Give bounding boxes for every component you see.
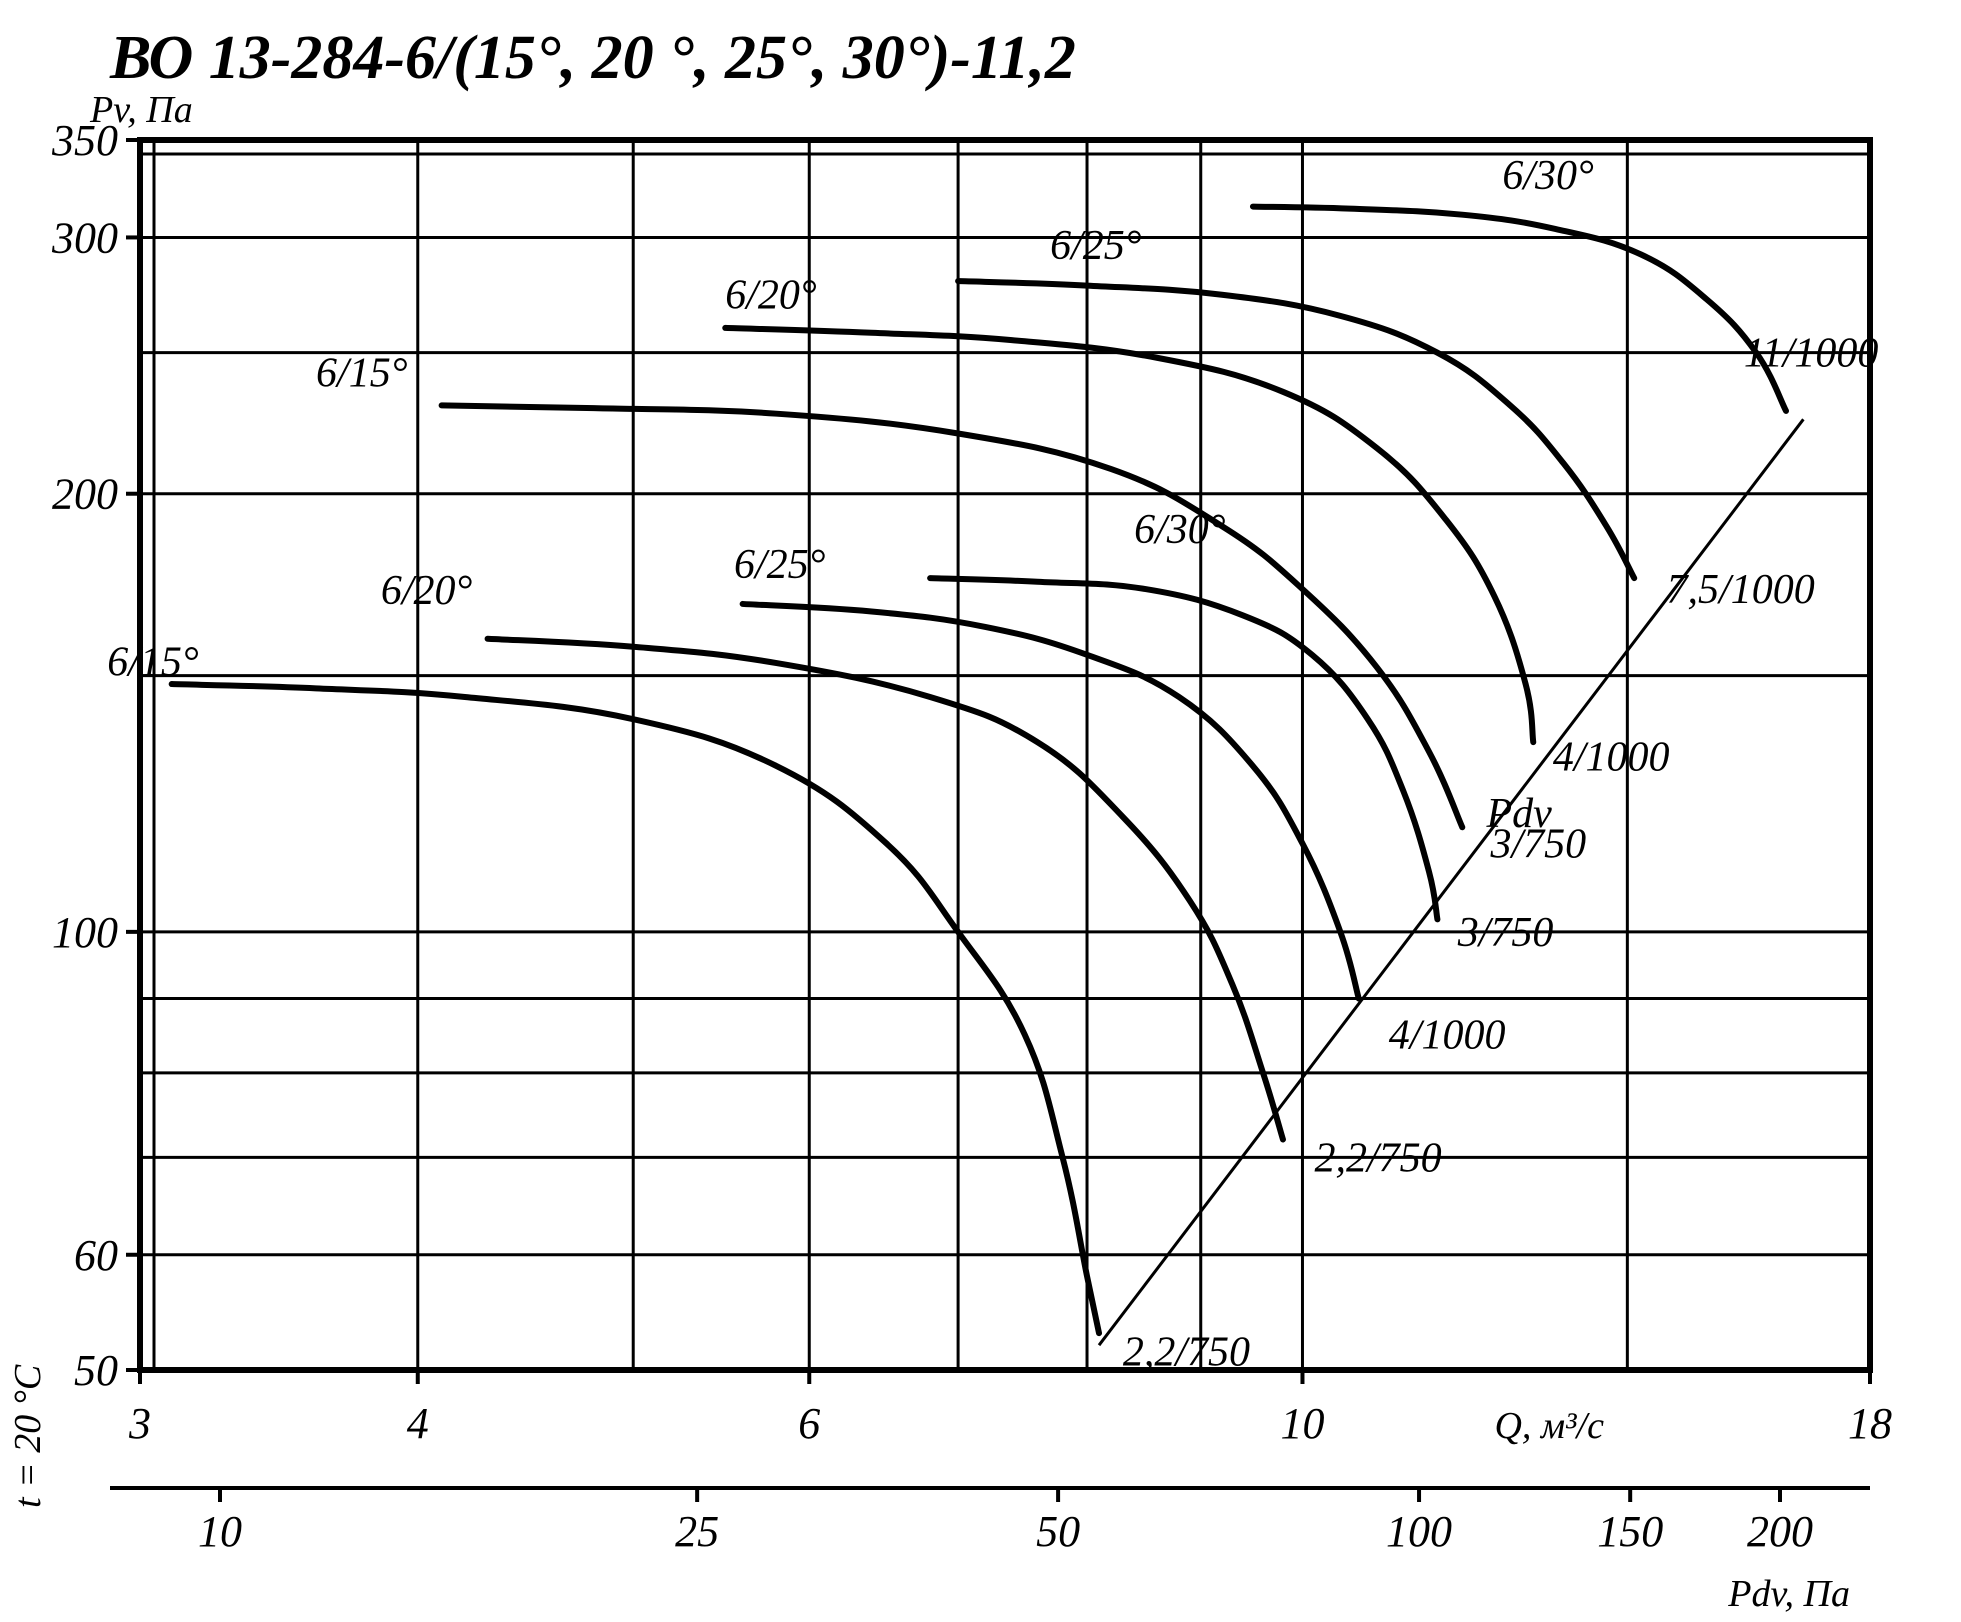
y-tick-label: 60 xyxy=(74,1231,118,1280)
curve-start-label: 6/25° xyxy=(1050,223,1142,269)
curve-start-label: 6/20° xyxy=(381,568,473,614)
curve-end-label: 4/1000 xyxy=(1553,734,1670,780)
curve-start-label: 6/25° xyxy=(734,542,826,588)
x-tick-label: 3 xyxy=(128,1399,151,1448)
x2-tick-label: 50 xyxy=(1036,1507,1080,1556)
curve-end-label: 2,2/750 xyxy=(1123,1329,1250,1375)
x-tick-label: 6 xyxy=(798,1399,820,1448)
curve-end-label: 7,5/1000 xyxy=(1667,567,1815,613)
boundary-line xyxy=(1099,419,1803,1345)
x2-tick-label: 100 xyxy=(1386,1507,1452,1556)
curve-start-label: 6/15° xyxy=(316,350,408,396)
performance-curve xyxy=(958,281,1634,578)
y-tick-label: 200 xyxy=(52,470,118,519)
performance-curve xyxy=(442,405,1463,827)
performance-curve xyxy=(725,328,1533,742)
curve-end-label: 2,2/750 xyxy=(1314,1135,1441,1181)
curve-end-label: 11/1000 xyxy=(1744,331,1879,377)
curve-end-label: 3/750 xyxy=(1457,910,1554,956)
y-tick-label: 100 xyxy=(52,908,118,957)
curve-start-label: 6/30° xyxy=(1134,507,1226,553)
x-tick-label: 10 xyxy=(1280,1399,1324,1448)
x2-tick-label: 10 xyxy=(198,1507,242,1556)
curve-start-label: 6/20° xyxy=(725,273,817,319)
chart-svg: ВО 13-284-6/(15°, 20 °, 25°, 30°)-11,2 50… xyxy=(0,0,1961,1622)
x2-axis-label: Pdv, Па xyxy=(1727,1573,1850,1615)
pdv-inline-label: Pdv xyxy=(1486,791,1553,837)
curve-start-label: 6/15° xyxy=(107,640,199,686)
x2-tick-label: 150 xyxy=(1597,1507,1663,1556)
fan-performance-chart: ВО 13-284-6/(15°, 20 °, 25°, 30°)-11,2 50… xyxy=(0,0,1961,1622)
x-axis-label: Q, м³/с xyxy=(1494,1405,1604,1447)
y-axis-label: Pv, Па xyxy=(89,89,193,131)
x-tick-label: 4 xyxy=(407,1399,429,1448)
chart-title: ВО 13-284-6/(15°, 20 °, 25°, 30°)-11,2 xyxy=(109,24,1076,92)
x-tick-label: 18 xyxy=(1848,1399,1892,1448)
curve-end-label: 4/1000 xyxy=(1389,1013,1506,1059)
x2-tick-label: 200 xyxy=(1747,1507,1813,1556)
performance-curve xyxy=(172,684,1099,1333)
y-tick-label: 50 xyxy=(74,1346,118,1395)
temperature-label: t = 20 °C xyxy=(7,1364,49,1508)
x2-tick-label: 25 xyxy=(675,1507,719,1556)
curve-start-label: 6/30° xyxy=(1502,153,1594,199)
y-tick-label: 300 xyxy=(51,213,118,262)
